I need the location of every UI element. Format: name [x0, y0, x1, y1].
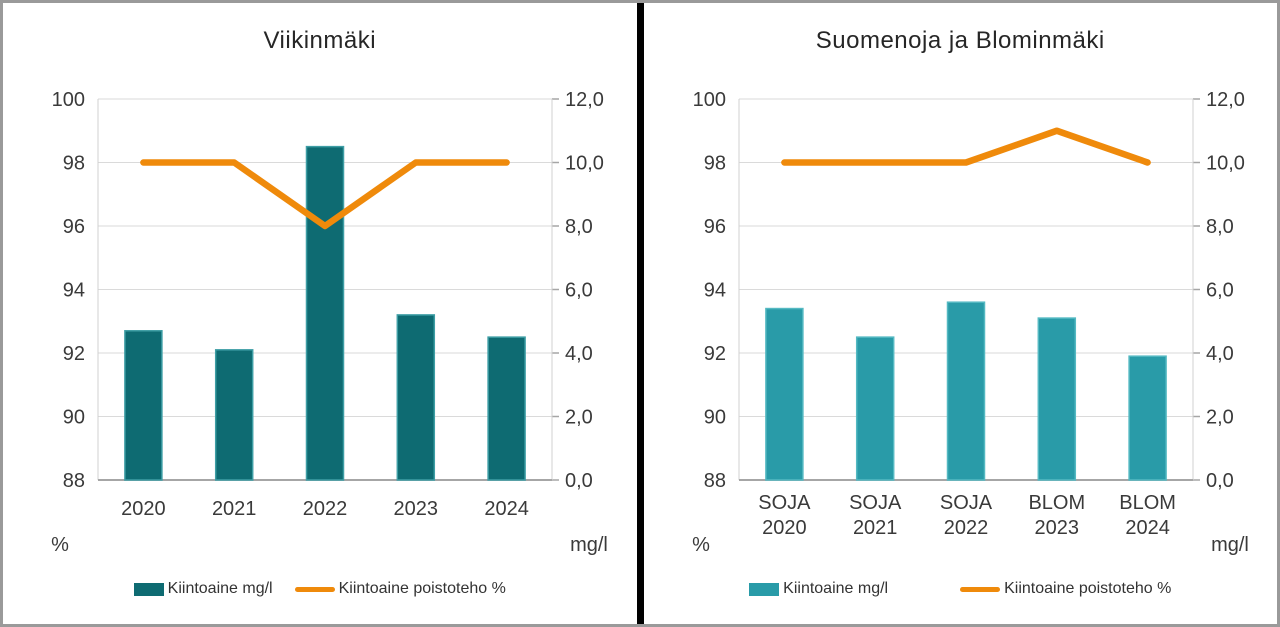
panel-suomenoja-blominmaki: 100 12,0 98 10,0 96 8,0 94 6,0 92 4,0 90 2,0 88 0,0 SO…: [643, 3, 1278, 624]
suomenoja-blominmaki-plot: 100 12,0 98 10,0 96 8,0 94 6,0 92 4,0 90 2,0 88 0,0 SO…: [692, 89, 1249, 556]
bar: [124, 330, 163, 481]
right-axis-tick-label: 2,0: [1206, 407, 1234, 429]
legend-item-bars: Kiintoaine mg/l: [133, 580, 273, 598]
legend-label-bars: Kiintoaine mg/l: [783, 580, 889, 597]
left-axis-tick-label: 100: [692, 89, 725, 111]
left-axis-tick-label: 96: [63, 216, 85, 238]
viikinmaki-plot: 100 12,0 98 10,0 96 8,0 94 6,0 92 4,0 90 2,0 88 0,0 20…: [51, 89, 608, 556]
line-series: [780, 127, 1151, 166]
left-axis-tick-label: 94: [63, 280, 85, 302]
bar: [396, 314, 436, 481]
bar: [487, 336, 526, 481]
category-label: SOJA: [849, 492, 902, 514]
bar: [214, 349, 254, 481]
right-axis-tick-label: 2,0: [565, 407, 593, 429]
legend-item-bars: Kiintoaine mg/l: [749, 580, 888, 598]
left-axis-tick-label: 88: [63, 470, 85, 492]
chart-title-suomenoja-blominmaki: Suomenoja ja Blominmäki: [815, 27, 1105, 54]
category-label: BLOM: [1028, 492, 1085, 514]
bar: [1037, 317, 1076, 481]
category-label: 2022: [303, 498, 348, 520]
legend-label-line: Kiintoaine poistoteho %: [338, 580, 506, 597]
right-axis-tick-label: 10,0: [1206, 153, 1245, 175]
bar-series-swatch: [749, 582, 780, 596]
right-axis-tick-label: 8,0: [1206, 216, 1234, 238]
category-label: 2024: [484, 498, 529, 520]
right-axis-unit-label: mg/l: [570, 534, 608, 556]
right-axis-unit-label: mg/l: [1211, 534, 1249, 556]
legend-suomenoja-blominmaki: Kiintoaine mg/l Kiintoaine poistoteho %: [644, 580, 1278, 598]
category-label: 2023: [394, 498, 439, 520]
right-axis-tick-label: 8,0: [565, 216, 593, 238]
category-label: 2023: [1034, 517, 1079, 539]
bar: [764, 307, 804, 481]
left-axis-tick-label: 98: [703, 153, 725, 175]
category-label: 2021: [212, 498, 257, 520]
left-axis-tick-label: 90: [63, 407, 85, 429]
legend-label-line: Kiintoaine poistoteho %: [1004, 580, 1172, 597]
right-axis-tick-label: 12,0: [1206, 89, 1245, 111]
category-label: SOJA: [758, 492, 811, 514]
left-axis-tick-label: 90: [703, 407, 725, 429]
right-axis-tick-label: 0,0: [565, 470, 593, 492]
bar: [1127, 355, 1167, 481]
bar: [946, 301, 985, 481]
left-axis-unit-label: %: [692, 534, 710, 556]
right-axis-tick-label: 6,0: [1206, 280, 1234, 302]
left-axis-unit-label: %: [51, 534, 69, 556]
right-axis-tick-label: 4,0: [565, 343, 593, 365]
panel-viikinmaki: 100 12,0 98 10,0 96 8,0 94 6,0 92 4,0 90 2,0 88 0,0 20…: [3, 3, 637, 624]
legend-label-bars: Kiintoaine mg/l: [167, 580, 273, 597]
bar: [855, 336, 894, 481]
category-label: 2020: [121, 498, 166, 520]
category-label: 2020: [762, 517, 807, 539]
left-axis-tick-label: 98: [63, 153, 85, 175]
left-axis-tick-label: 92: [63, 343, 85, 365]
left-axis-tick-label: 96: [703, 216, 725, 238]
left-axis-tick-label: 88: [703, 470, 725, 492]
left-axis-tick-label: 92: [703, 343, 725, 365]
line-series-swatch: [294, 586, 335, 592]
line-series: [140, 159, 510, 230]
chart-title-viikinmaki: Viikinmäki: [263, 27, 377, 54]
category-label: 2022: [943, 517, 988, 539]
category-label: 2024: [1125, 517, 1170, 539]
legend-item-line: Kiintoaine poistoteho %: [294, 580, 506, 598]
right-axis-tick-label: 6,0: [565, 280, 593, 302]
right-axis-tick-label: 0,0: [1206, 470, 1234, 492]
right-axis-tick-label: 12,0: [565, 89, 604, 111]
legend-item-line: Kiintoaine poistoteho %: [960, 580, 1171, 598]
line-series-swatch: [960, 586, 1001, 592]
legend-viikinmaki: Kiintoaine mg/l Kiintoaine poistoteho %: [3, 580, 637, 598]
bar-series-swatch: [133, 582, 164, 596]
right-axis-tick-label: 4,0: [1206, 343, 1234, 365]
category-label: BLOM: [1119, 492, 1176, 514]
left-axis-tick-label: 94: [703, 280, 725, 302]
category-label: SOJA: [939, 492, 992, 514]
bar: [305, 145, 345, 481]
left-axis-tick-label: 100: [52, 89, 85, 111]
category-label: 2021: [852, 517, 897, 539]
right-axis-tick-label: 10,0: [565, 153, 604, 175]
